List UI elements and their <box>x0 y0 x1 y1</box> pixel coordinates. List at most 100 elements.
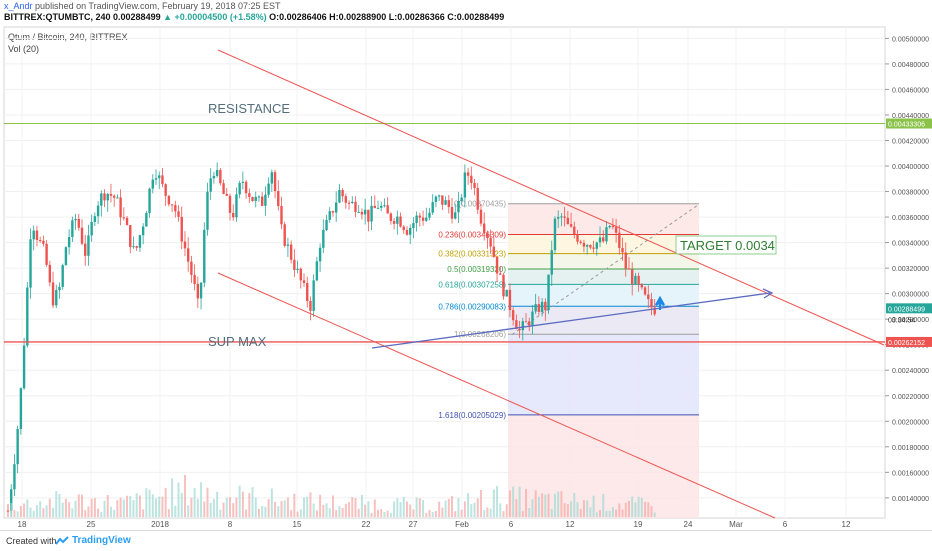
candle-body <box>454 212 457 219</box>
candle-body <box>183 241 187 249</box>
volume-bar <box>373 499 376 517</box>
volume-bar <box>171 478 174 517</box>
x-tick-label: 27 <box>409 520 418 529</box>
candle-body <box>354 201 357 212</box>
candle-body <box>396 216 399 224</box>
volume-bar <box>576 502 579 517</box>
candle-body <box>492 246 496 257</box>
candle-body <box>412 223 415 228</box>
volume-bar <box>592 495 595 517</box>
candle-body <box>405 230 409 235</box>
volume-bar <box>148 489 151 517</box>
volume-bar <box>77 494 80 517</box>
candle-body <box>13 464 16 490</box>
volume-bar <box>283 500 286 517</box>
volume-bar <box>325 503 328 517</box>
x-tick-label: 25 <box>87 520 96 529</box>
volume-bar <box>438 501 441 517</box>
candle-body <box>595 242 599 249</box>
candle-body <box>71 220 74 238</box>
volume-bar <box>418 498 421 517</box>
author-link[interactable]: x_Andr <box>4 1 33 11</box>
time-axis: 18 25 2018 8 15 22 27 Feb 6 12 19 24 Mar 6 12 <box>18 520 851 529</box>
volume-bar <box>68 502 71 517</box>
created-with-text: Created with <box>6 536 57 546</box>
price-label: 0.00262152 <box>888 340 925 347</box>
candle-body <box>32 230 35 240</box>
candle-body <box>402 226 405 231</box>
volume-bar <box>167 509 170 517</box>
x-tick-label: 19 <box>634 520 643 529</box>
volume-bar <box>193 488 196 517</box>
candle-body <box>122 217 126 219</box>
volume-bar <box>87 506 90 517</box>
footer-bar: Created with TradingView <box>0 530 932 551</box>
volume-bar <box>306 496 309 517</box>
volume-bar <box>624 502 627 517</box>
volume-bar <box>290 510 293 517</box>
candle-body <box>151 179 154 189</box>
candle-body <box>482 223 486 234</box>
volume-bar <box>248 493 251 517</box>
volume-bar <box>348 502 351 517</box>
volume-bar <box>16 511 19 517</box>
volume-bar <box>264 506 267 517</box>
candle-body <box>277 191 280 207</box>
volume-bar <box>235 497 238 517</box>
candle-body <box>225 193 228 196</box>
volume-bar <box>274 501 277 517</box>
candle-body <box>248 193 251 197</box>
candle-body <box>624 252 627 269</box>
volume-bar <box>161 496 164 517</box>
candle-body <box>524 321 528 323</box>
candle-body <box>637 275 640 285</box>
price-axis: 0.00500000 0.00480000 0.00460000 0.00440000… <box>885 36 932 503</box>
fib-label-0.618: 0.618(0.00307258) <box>438 280 506 289</box>
volume-bar <box>460 509 463 517</box>
candle-body <box>373 205 376 209</box>
volume-bar <box>547 493 550 517</box>
volume-bar <box>502 511 505 517</box>
candle-body <box>51 282 55 306</box>
volume-bar <box>425 513 428 517</box>
candle-body <box>209 178 212 192</box>
volume-bar <box>637 496 640 517</box>
y-tick-label: 0.00320000 <box>892 266 929 273</box>
volume-bar <box>100 512 103 517</box>
volume-bar <box>560 491 563 517</box>
volume-bar <box>489 508 492 517</box>
candle-body <box>528 321 531 326</box>
volume-bar <box>605 510 608 517</box>
candle-body <box>241 181 245 183</box>
volume-bar <box>589 507 592 517</box>
candle-body <box>534 304 537 312</box>
volume-bar <box>557 491 560 517</box>
x-tick-label: 2018 <box>151 520 169 529</box>
volume-bar <box>23 503 26 517</box>
candle-body <box>556 216 560 219</box>
candle-body <box>421 217 425 221</box>
volume-bar <box>422 500 425 517</box>
candle-body <box>106 193 109 201</box>
volume-bar <box>434 511 437 517</box>
volume-bar <box>496 485 499 517</box>
tradingview-brand[interactable]: TradingView <box>72 535 131 546</box>
candle-body <box>289 244 293 260</box>
candle-body <box>518 328 521 331</box>
candle-body <box>650 299 653 308</box>
drawings: RESISTANCE SUP MAX TARGET 0.0034 <box>4 49 885 519</box>
chart-legend-title: Qtum / Bitcoin, 240, BITTREX <box>8 32 128 42</box>
candle-body <box>386 205 389 214</box>
fib-band <box>508 268 699 285</box>
y-tick-label: 0.00480000 <box>892 62 929 69</box>
candle-body <box>100 193 103 206</box>
volume-bar <box>225 497 228 517</box>
price-chart[interactable]: 0(0.00370435) 0.236(0.00346309) 0.382(0.00… <box>0 0 932 530</box>
quote-line: BITTREX:QTUMBTC, 240 0.00288499 ▲ +0.000… <box>4 12 504 23</box>
candle-body <box>235 194 238 218</box>
candle-body <box>579 241 582 243</box>
volume-bar <box>537 496 540 517</box>
candle-body <box>614 227 618 233</box>
volume-bar <box>415 497 418 517</box>
volume-bar <box>357 508 360 517</box>
